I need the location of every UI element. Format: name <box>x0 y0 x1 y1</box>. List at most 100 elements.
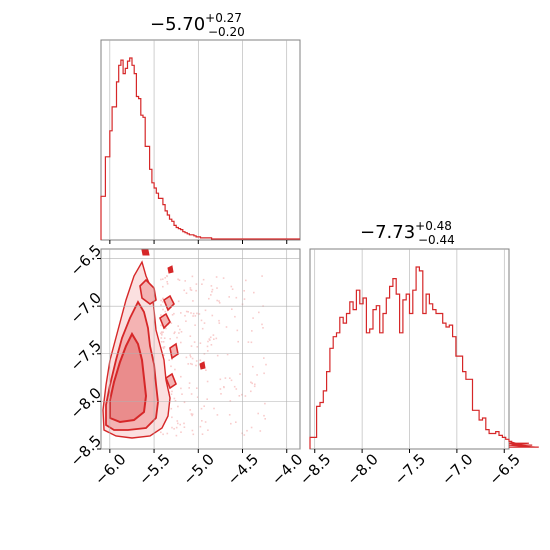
grid <box>101 249 300 450</box>
scatter-point <box>175 434 178 437</box>
histogram-panel-bottom-right: −8.5 −8.0 −7.5 −7.0 −6.5 <box>296 248 539 489</box>
scatter-point <box>170 393 173 395</box>
scatter-point <box>201 433 204 435</box>
scatter-point <box>225 326 228 328</box>
scatter-point <box>162 341 165 343</box>
scatter-point <box>192 312 195 315</box>
scatter-point <box>166 275 168 278</box>
scatter-point <box>237 340 239 343</box>
scatter-point <box>190 393 193 395</box>
scatter-point <box>175 426 178 429</box>
scatter-point <box>206 345 209 348</box>
y-tick-label: −7.5 <box>67 336 105 374</box>
scatter-point <box>185 320 187 322</box>
scatter-point <box>171 390 173 393</box>
scatter-point <box>160 337 163 339</box>
x-tick-label: −5.0 <box>180 450 218 488</box>
scatter-point <box>185 310 188 313</box>
contour-island <box>159 312 171 330</box>
scatter-point <box>174 368 176 371</box>
x-tick-label: −8.5 <box>296 450 334 488</box>
x-tick-label: −7.0 <box>438 450 476 488</box>
scatter-point <box>173 332 175 335</box>
x-tick-label: −6.5 <box>485 450 523 488</box>
scatter-point <box>162 278 164 280</box>
contour-island <box>139 278 157 305</box>
scatter-point <box>231 288 234 290</box>
scatter-point <box>218 322 221 324</box>
scatter-point <box>254 383 256 386</box>
title-bottom-right: −7.73+0.48−0.44 <box>360 219 455 247</box>
scatter-point <box>190 289 193 291</box>
x-ticks: −6.0 −5.5 −5.0 −4.5 −4.0 <box>91 449 306 489</box>
scatter-point <box>243 434 246 436</box>
scatter-point <box>250 381 252 384</box>
scatter-point <box>216 414 219 416</box>
scatter-point <box>162 331 164 333</box>
scatter-point <box>203 322 206 324</box>
scatter-point <box>209 336 212 339</box>
scatter-point <box>192 315 194 317</box>
scatter-point <box>171 426 173 429</box>
scatter-point <box>263 414 265 417</box>
title-top-left: −5.70+0.27−0.20 <box>150 11 245 39</box>
scatter-point <box>170 322 173 324</box>
scatter-point <box>160 331 163 333</box>
scatter-point <box>164 310 167 313</box>
scatter-point <box>196 346 199 348</box>
scatter-point <box>178 332 180 334</box>
scatter-point <box>205 369 207 371</box>
scatter-point <box>207 429 209 431</box>
scatter-point <box>230 379 233 382</box>
scatter-point <box>263 357 265 359</box>
scatter-point <box>168 359 170 361</box>
scatter-point <box>160 304 162 306</box>
scatter-point <box>162 308 164 311</box>
scatter-point <box>177 405 179 408</box>
y-tick-label: −8.0 <box>67 384 105 422</box>
scatter-point <box>250 390 252 393</box>
grid <box>314 249 505 449</box>
scatter-point <box>160 314 162 316</box>
scatter-point <box>204 421 207 423</box>
scatter-point <box>160 341 163 343</box>
scatter-point <box>177 325 179 327</box>
scatter-point <box>251 330 253 332</box>
scatter-point <box>180 375 182 378</box>
histogram-series <box>100 57 300 240</box>
histogram-panel-top-left <box>100 39 301 244</box>
scatter-point <box>183 422 185 425</box>
scatter-point <box>219 388 222 390</box>
scatter-point <box>173 312 175 315</box>
scatter-point <box>213 338 215 340</box>
scatter-point <box>177 422 179 425</box>
scatter-point <box>176 420 179 422</box>
scatter-point <box>185 356 188 359</box>
scatter-point <box>174 331 176 333</box>
contour-island <box>167 265 174 274</box>
scatter-point <box>210 285 213 287</box>
scatter-point <box>166 283 169 285</box>
scatter-point <box>258 311 260 314</box>
scatter-point <box>208 297 210 300</box>
scatter-point <box>162 346 164 349</box>
contour-panel-bottom-left: −6.0 −5.5 −5.0 −4.5 −4.0 −6.5 −7.0 −7.5 −8.0 −8.… <box>67 241 307 489</box>
scatter-point <box>192 300 194 302</box>
scatter-point <box>241 393 243 396</box>
scatter-point <box>209 339 211 341</box>
scatter-point <box>201 420 203 422</box>
scatter-point <box>250 426 253 429</box>
scatter-point <box>189 335 192 337</box>
scatter-point <box>184 280 186 282</box>
contour-island <box>141 249 150 256</box>
scatter-point <box>171 314 174 316</box>
scatter-point <box>160 332 162 335</box>
scatter-point <box>178 279 181 281</box>
scatter-point <box>259 430 262 432</box>
scatter-point <box>195 360 198 362</box>
scatter-point <box>228 296 230 298</box>
scatter-point <box>233 385 236 388</box>
scatter-point <box>191 363 193 366</box>
scatter-point <box>241 432 243 435</box>
